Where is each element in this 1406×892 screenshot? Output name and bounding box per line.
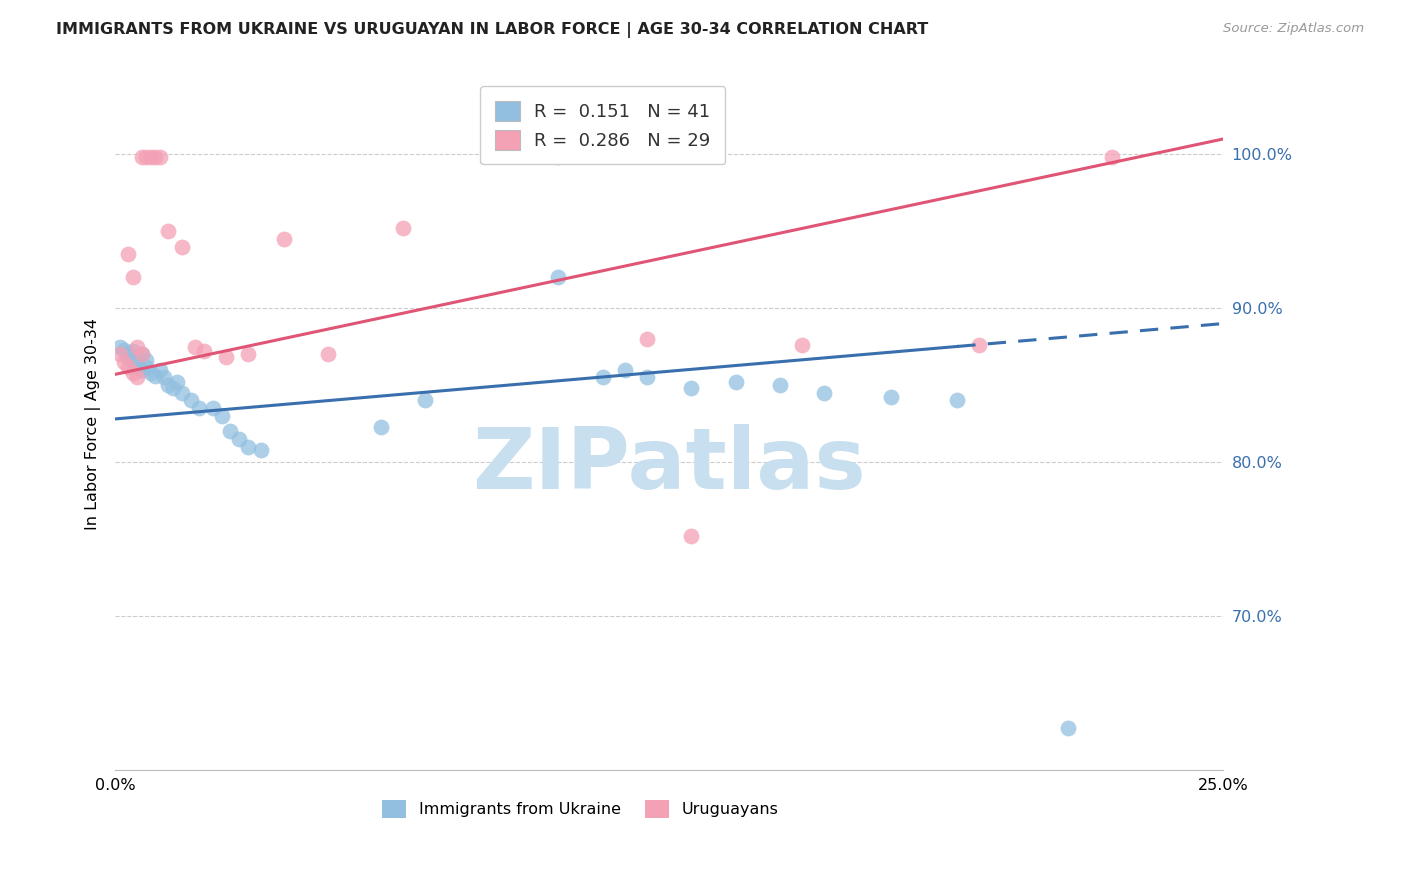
Point xyxy=(112,355,135,369)
Point xyxy=(108,340,131,354)
Point xyxy=(236,440,259,454)
Point xyxy=(636,332,658,346)
Point xyxy=(127,370,149,384)
Point xyxy=(792,338,814,352)
Point xyxy=(211,409,233,423)
Point xyxy=(135,150,157,164)
Point xyxy=(122,355,145,369)
Point xyxy=(946,393,969,408)
Point xyxy=(131,347,153,361)
Point xyxy=(166,375,188,389)
Point xyxy=(592,370,614,384)
Point xyxy=(131,150,153,164)
Legend: Immigrants from Ukraine, Uruguayans: Immigrants from Ukraine, Uruguayans xyxy=(375,794,785,824)
Point xyxy=(108,347,131,361)
Point xyxy=(547,150,569,164)
Point xyxy=(135,359,157,374)
Point xyxy=(188,401,211,416)
Point xyxy=(813,385,835,400)
Point xyxy=(392,221,415,235)
Point xyxy=(157,224,180,238)
Point xyxy=(117,247,139,261)
Point xyxy=(131,362,153,376)
Point xyxy=(724,375,747,389)
Point xyxy=(127,351,149,365)
Y-axis label: In Labor Force | Age 30-34: In Labor Force | Age 30-34 xyxy=(86,318,101,530)
Point xyxy=(215,351,238,365)
Point xyxy=(139,150,162,164)
Point xyxy=(219,424,242,438)
Point xyxy=(613,362,636,376)
Point xyxy=(880,391,903,405)
Point xyxy=(250,442,273,457)
Point xyxy=(135,353,157,368)
Point xyxy=(170,385,193,400)
Point xyxy=(117,351,139,365)
Point xyxy=(117,359,139,374)
Point xyxy=(148,362,170,376)
Point xyxy=(184,340,207,354)
Text: Source: ZipAtlas.com: Source: ZipAtlas.com xyxy=(1223,22,1364,36)
Point xyxy=(127,359,149,374)
Point xyxy=(547,270,569,285)
Point xyxy=(969,338,991,352)
Point xyxy=(316,347,339,361)
Point xyxy=(122,366,145,380)
Point xyxy=(236,347,259,361)
Point xyxy=(370,419,392,434)
Point xyxy=(1057,721,1080,735)
Point xyxy=(122,344,145,359)
Point xyxy=(131,347,153,361)
Point xyxy=(139,366,162,380)
Point xyxy=(153,370,176,384)
Point xyxy=(117,347,139,361)
Point xyxy=(180,393,202,408)
Point xyxy=(112,343,135,357)
Point xyxy=(127,340,149,354)
Point xyxy=(769,378,792,392)
Point xyxy=(143,368,166,383)
Text: ZIPatlas: ZIPatlas xyxy=(472,424,866,507)
Point xyxy=(228,432,250,446)
Point xyxy=(193,344,215,359)
Point xyxy=(636,370,658,384)
Point xyxy=(157,378,180,392)
Point xyxy=(273,232,295,246)
Point xyxy=(201,401,224,416)
Point xyxy=(1101,150,1123,164)
Text: IMMIGRANTS FROM UKRAINE VS URUGUAYAN IN LABOR FORCE | AGE 30-34 CORRELATION CHAR: IMMIGRANTS FROM UKRAINE VS URUGUAYAN IN … xyxy=(56,22,928,38)
Point xyxy=(170,240,193,254)
Point xyxy=(681,381,703,395)
Point xyxy=(681,529,703,543)
Point xyxy=(415,393,437,408)
Point xyxy=(148,150,170,164)
Point xyxy=(143,150,166,164)
Point xyxy=(122,270,145,285)
Point xyxy=(162,381,184,395)
